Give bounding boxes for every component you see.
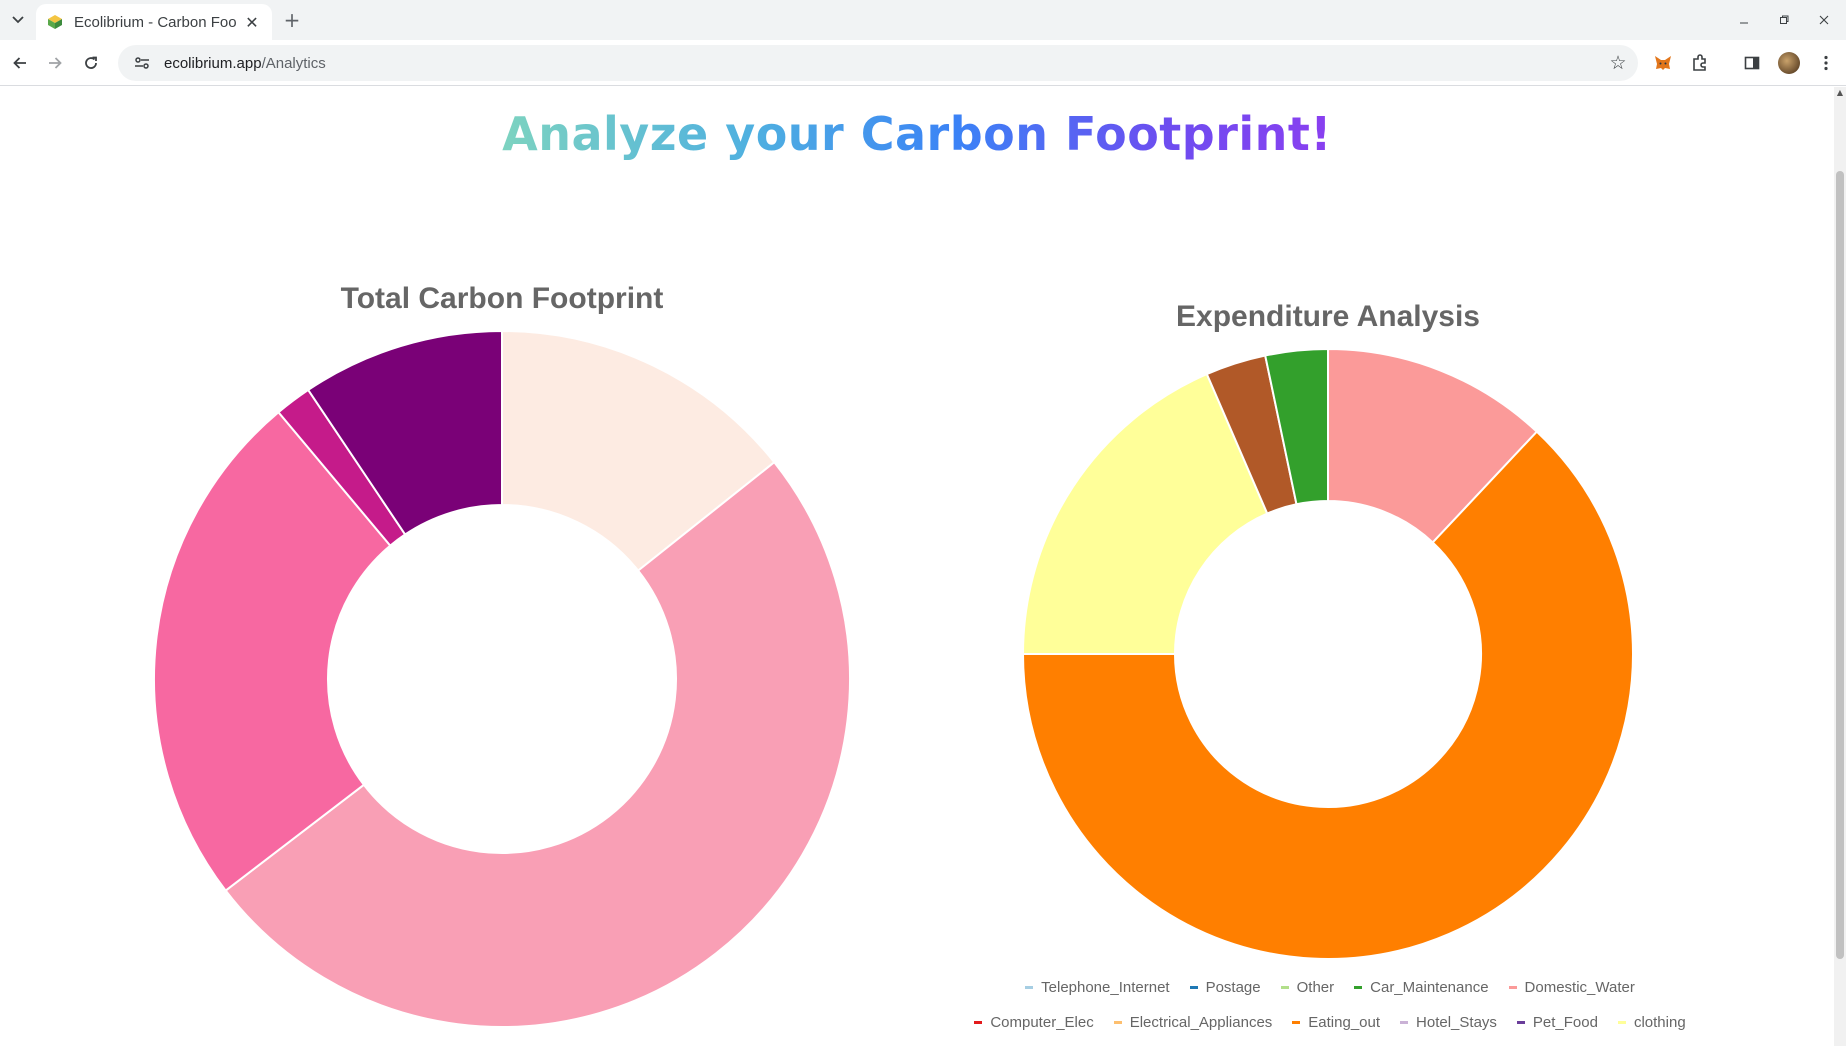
window-close-icon[interactable] <box>1810 8 1838 32</box>
carbon-slice-2[interactable] <box>152 410 392 892</box>
scrollbar-thumb[interactable] <box>1836 171 1844 959</box>
carbon-slice-4[interactable] <box>306 329 503 536</box>
back-icon[interactable] <box>6 49 34 77</box>
legend-swatch <box>1280 986 1289 989</box>
legend-label: Pet_Food <box>1532 1014 1598 1031</box>
carbon-slice-0[interactable] <box>501 329 776 573</box>
forward-icon[interactable] <box>41 49 69 77</box>
legend-item-clothing[interactable]: clothing <box>1617 1014 1686 1031</box>
legend-swatch <box>1292 1021 1301 1024</box>
page-headline: Analyze your Carbon Footprint! <box>0 107 1834 161</box>
restore-icon[interactable] <box>1770 8 1798 32</box>
active-tab[interactable]: Ecolibrium - Carbon Foo ✕ <box>36 4 272 40</box>
tab-strip: Ecolibrium - Carbon Foo ✕ + <box>0 0 1846 40</box>
chart-title-total-carbon: Total Carbon Footprint <box>340 282 664 315</box>
legend-swatch <box>1354 986 1363 989</box>
legend-label: Car_Maintenance <box>1370 979 1489 996</box>
chart-title-expenditure: Expenditure Analysis <box>1176 300 1480 333</box>
legend-row-2: Computer_Elec Electrical_Appliances Eating… <box>940 1014 1720 1031</box>
legend-row-1: Telephone_Internet Postage Other Car_Mainte… <box>960 979 1700 996</box>
legend-label: Telephone_Internet <box>1041 979 1170 996</box>
profile-avatar[interactable] <box>1778 52 1800 74</box>
side-panel-icon[interactable] <box>1739 50 1765 76</box>
analytics-page: Analyze your Carbon Footprint! Total Car… <box>0 87 1834 1046</box>
legend-swatch <box>1617 1021 1626 1024</box>
legend-label: Electrical_Appliances <box>1129 1014 1273 1031</box>
legend-item-electrical-appliances[interactable]: Electrical_Appliances <box>1113 1014 1273 1031</box>
url-path: /Analytics <box>261 54 326 72</box>
page-scrollbar[interactable]: ▲ <box>1834 87 1846 1046</box>
expenditure-slice-car-maintenance[interactable] <box>1264 347 1329 506</box>
address-bar[interactable]: ecolibrium.app/Analytics ☆ <box>118 45 1638 81</box>
legend-item-postage[interactable]: Postage <box>1189 979 1261 996</box>
reload-icon[interactable] <box>77 49 105 77</box>
carbon-slice-1[interactable] <box>224 460 851 1028</box>
legend-item-domestic-water[interactable]: Domestic_Water <box>1508 979 1635 996</box>
charts-canvas <box>152 329 1634 1028</box>
minimize-icon[interactable] <box>1730 8 1758 32</box>
legend-item-other[interactable]: Other <box>1280 979 1335 996</box>
close-icon[interactable]: ✕ <box>245 12 259 32</box>
metamask-icon[interactable] <box>1650 50 1676 76</box>
legend-item-hotel-stays[interactable]: Hotel_Stays <box>1400 1014 1497 1031</box>
legend-swatch <box>1508 986 1517 989</box>
legend-swatch <box>1113 1021 1122 1024</box>
tab-search-icon[interactable] <box>6 8 30 32</box>
legend-item-telephone-internet[interactable]: Telephone_Internet <box>1025 979 1170 996</box>
legend-swatch <box>1189 986 1198 989</box>
new-tab-icon[interactable]: + <box>283 8 301 32</box>
url-domain: ecolibrium.app <box>164 54 262 72</box>
tab-title: Ecolibrium - Carbon Foo <box>74 13 237 31</box>
legend-item-car-maintenance[interactable]: Car_Maintenance <box>1354 979 1489 996</box>
legend-swatch <box>1516 1021 1525 1024</box>
legend-label: Domestic_Water <box>1524 979 1635 996</box>
favicon <box>48 15 62 29</box>
legend-swatch <box>1025 986 1034 989</box>
expenditure-slice-eating-out[interactable] <box>1021 430 1634 960</box>
headline-text: Analyze your Carbon Footprint! <box>502 107 1332 161</box>
scroll-up-arrow[interactable]: ▲ <box>1836 88 1844 97</box>
legend-label: Computer_Elec <box>990 1014 1094 1031</box>
legend-item-computer-elec[interactable]: Computer_Elec <box>974 1014 1094 1031</box>
extensions-icon[interactable] <box>1687 50 1713 76</box>
legend-item-eating-out[interactable]: Eating_out <box>1292 1014 1380 1031</box>
legend-label: Hotel_Stays <box>1416 1014 1497 1031</box>
legend-swatch <box>974 1021 983 1024</box>
legend-label: Postage <box>1205 979 1261 996</box>
url-text: ecolibrium.app/Analytics <box>164 55 326 72</box>
site-info-icon[interactable] <box>132 53 152 73</box>
legend-label: Eating_out <box>1308 1014 1381 1031</box>
legend-item-pet-food[interactable]: Pet_Food <box>1516 1014 1598 1031</box>
legend-swatch <box>1400 1021 1409 1024</box>
legend-label: Other <box>1296 979 1335 996</box>
browser-toolbar: ecolibrium.app/Analytics ☆ <box>0 40 1846 86</box>
legend-label: clothing <box>1633 1014 1686 1031</box>
kebab-menu-icon[interactable] <box>1813 50 1839 76</box>
expenditure-slice-clothing[interactable] <box>1021 372 1269 655</box>
bookmark-star-icon[interactable]: ☆ <box>1609 52 1627 74</box>
